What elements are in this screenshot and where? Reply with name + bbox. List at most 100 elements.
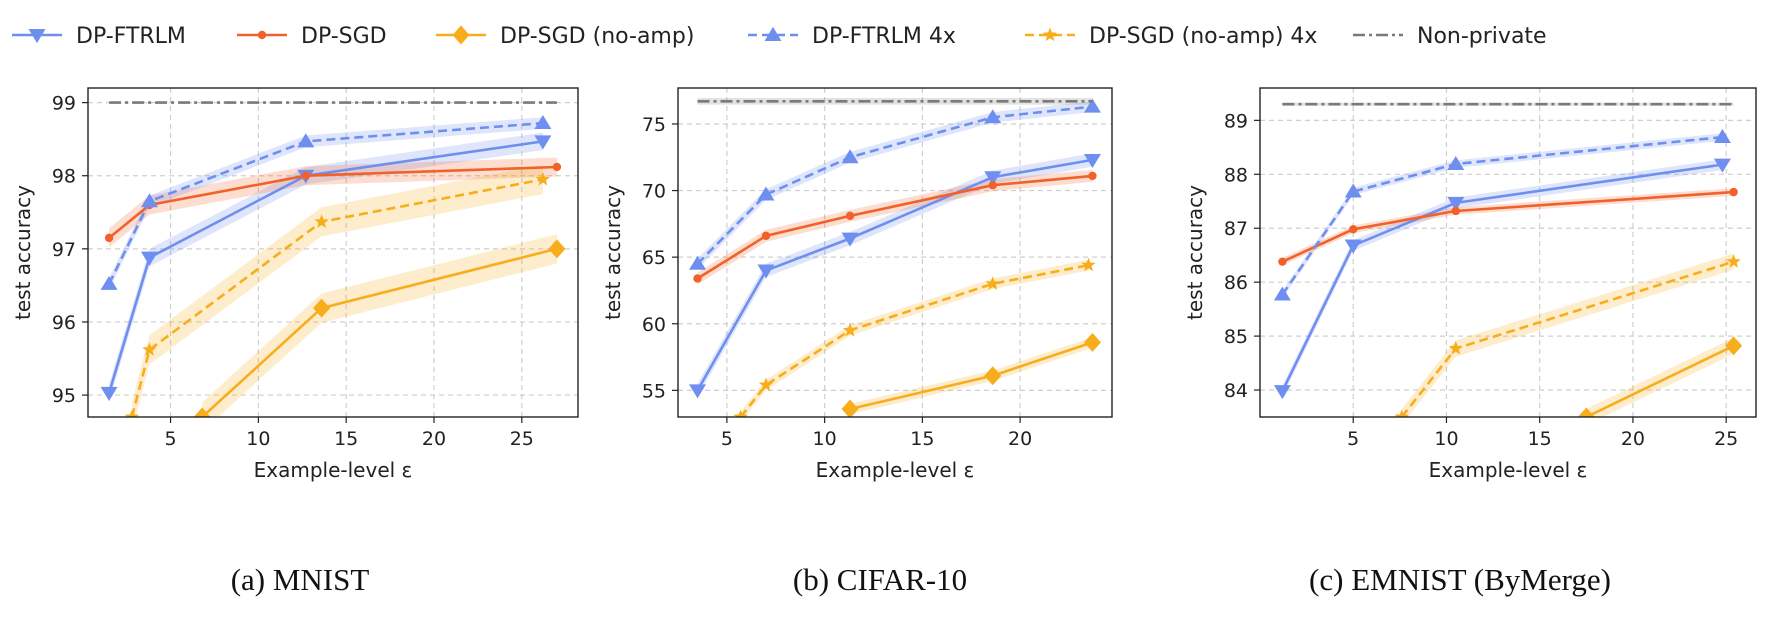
point-dp-ftrlm (534, 135, 552, 150)
x-axis-label: Example-level ε (254, 458, 413, 482)
x-tick-label: 5 (164, 428, 176, 450)
point-dp-sgd-no-amp-4x (1726, 254, 1741, 268)
y-tick-label: 99 (52, 93, 76, 115)
point-dp-ftrlm (100, 386, 118, 401)
point-dp-sgd-no-amp-4x (535, 171, 550, 186)
x-tick-label: 15 (1528, 428, 1552, 450)
point-dp-sgd (104, 233, 114, 243)
point-dp-sgd-no-amp-4x (124, 409, 139, 417)
point-dp-sgd (1349, 225, 1358, 234)
point-dp-sgd-no-amp-4x (758, 377, 774, 392)
legend-marker (28, 29, 46, 44)
mnist-chart: 5 10 15 20 25 95 96 97 98 99 Example-level ε test a… (11, 87, 579, 482)
point-dp-ftrlm (841, 232, 859, 247)
plot-area (1273, 102, 1743, 417)
point-dp-ftrlm (140, 251, 158, 266)
point-dp-ftrlm (757, 264, 775, 279)
x-tick-label: 10 (813, 428, 837, 450)
plot-area (689, 98, 1101, 417)
plot-frame (87, 87, 579, 418)
legend-item-dp-sgd: DP-SGD (237, 24, 387, 49)
series-line-dp-ftrlm (1281, 163, 1723, 392)
legend-item-dp-ftrlm-4x: DP-FTRLM 4x (748, 24, 956, 49)
point-dp-ftrlm-4x (1447, 155, 1465, 170)
x-tick-label: 20 (422, 428, 446, 450)
x-tick-label: 15 (334, 428, 358, 450)
point-dp-ftrlm (1083, 153, 1101, 169)
cifar10-chart: 5 10 15 20 55 60 65 70 75 Example-level ε test acc… (601, 87, 1113, 482)
point-dp-sgd-no-amp (1725, 336, 1743, 356)
point-dp-sgd (301, 171, 310, 180)
point-dp-sgd (552, 162, 562, 172)
y-axis-label: test accuracy (601, 185, 625, 320)
legend-item-dp-sgd-no-amp-4x: DP-SGD (no-amp) 4x (1025, 24, 1317, 49)
point-dp-sgd-no-amp (1577, 407, 1595, 417)
band-dp-sgd-no-amp (1586, 337, 1734, 417)
point-dp-ftrlm-4x (689, 255, 707, 270)
band-dp-sgd (697, 169, 1093, 285)
series-line-dp-sgd (108, 165, 557, 239)
x-tick-label: 5 (1347, 428, 1359, 450)
legend-label: Non-private (1417, 24, 1547, 49)
point-dp-ftrlm-4x (984, 109, 1002, 124)
point-dp-ftrlm (984, 171, 1002, 186)
plot-area (100, 101, 566, 417)
y-tick-label: 75 (642, 114, 666, 136)
point-dp-ftrlm (1713, 158, 1731, 173)
series-line-dp-ftrlm-4x (107, 121, 544, 285)
point-dp-sgd (1088, 171, 1097, 181)
point-dp-ftrlm-4x (757, 186, 775, 201)
point-dp-sgd-no-amp (193, 407, 211, 417)
point-dp-ftrlm-4x (1083, 98, 1101, 113)
legend-label: DP-SGD (no-amp) (500, 24, 694, 49)
band-non-private (697, 98, 1093, 105)
y-tick-label: 70 (642, 181, 666, 203)
series-line-dp-sgd (696, 174, 1093, 280)
point-dp-sgd-no-amp (984, 366, 1002, 386)
point-dp-sgd-no-amp-4x (1081, 257, 1096, 272)
band-dp-sgd-no-amp (850, 337, 1093, 415)
point-dp-sgd (988, 181, 997, 190)
band-dp-ftrlm-4x (697, 101, 1093, 270)
point-dp-sgd-no-amp-4x (985, 276, 1000, 290)
point-dp-sgd (1278, 257, 1287, 266)
point-dp-ftrlm-4x (534, 115, 552, 130)
point-dp-ftrlm (1273, 385, 1291, 400)
point-dp-sgd-no-amp (313, 298, 331, 318)
y-tick-label: 98 (52, 166, 76, 188)
caption-mnist: (a) MNIST (230, 562, 370, 597)
point-dp-sgd-no-amp (1083, 332, 1101, 352)
x-tick-label: 5 (721, 428, 733, 450)
legend-label: DP-FTRLM (76, 24, 186, 49)
point-dp-sgd-no-amp-4x (733, 409, 748, 417)
point-dp-sgd-no-amp-4x (842, 322, 858, 337)
y-tick-label: 55 (642, 380, 666, 402)
legend-marker (764, 26, 782, 41)
point-dp-sgd-no-amp-4x (1394, 409, 1409, 417)
x-tick-label: 25 (510, 428, 534, 450)
emnist-chart: 5 10 15 20 25 84 85 86 87 88 89 Example-level ε test… (1183, 87, 1757, 482)
legend-label: DP-SGD (301, 24, 387, 49)
point-dp-ftrlm (1447, 196, 1465, 211)
y-tick-label: 84 (1224, 380, 1248, 402)
point-dp-ftrlm-4x (841, 149, 859, 164)
point-dp-sgd (761, 231, 771, 241)
y-tick-label: 87 (1224, 218, 1248, 240)
point-dp-sgd-no-amp (548, 239, 566, 259)
grid (88, 88, 578, 417)
x-tick-label: 20 (1008, 428, 1032, 450)
caption-cifar10: (b) CIFAR-10 (792, 562, 968, 597)
point-dp-sgd-no-amp-4x (142, 342, 157, 356)
point-dp-sgd (1451, 206, 1460, 216)
y-tick-label: 89 (1224, 110, 1248, 132)
band-dp-sgd-no-amp-4x (1401, 253, 1734, 417)
point-dp-sgd (1729, 187, 1738, 197)
y-tick-label: 60 (642, 314, 666, 336)
series-line-dp-sgd-no-amp-4x (130, 178, 544, 417)
x-tick-label: 20 (1621, 428, 1645, 450)
point-dp-ftrlm (689, 384, 707, 399)
plot-frame (1259, 87, 1757, 418)
point-dp-sgd (693, 274, 702, 283)
point-dp-ftrlm (1344, 239, 1362, 254)
series-line-dp-sgd-no-amp (1585, 344, 1735, 417)
